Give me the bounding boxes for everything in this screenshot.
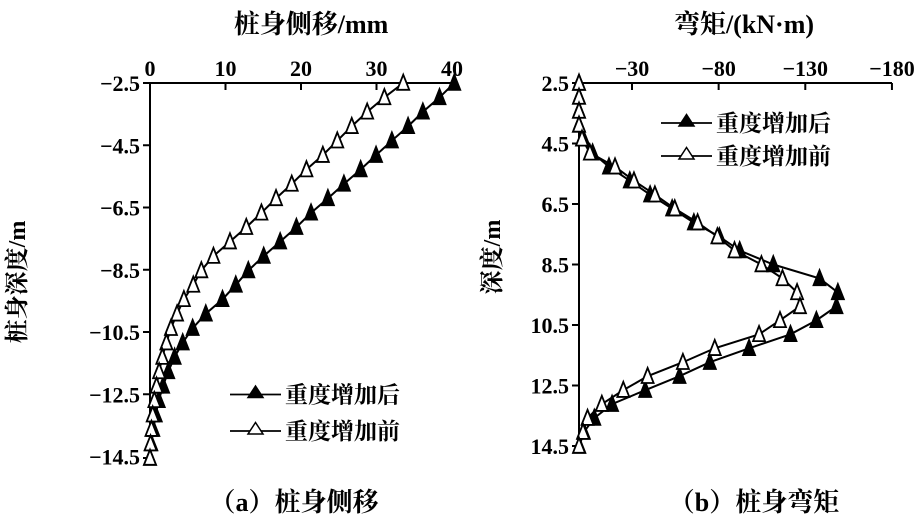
svg-text:重度增加前: 重度增加前: [716, 143, 831, 169]
svg-text:弯矩/(kN·m): 弯矩/(kN·m): [674, 9, 814, 39]
svg-text:−12.5: −12.5: [89, 382, 140, 407]
svg-text:14.5: 14.5: [531, 434, 570, 459]
svg-text:2.5: 2.5: [542, 71, 570, 96]
svg-text:−130: −130: [783, 56, 829, 81]
svg-text:−30: −30: [615, 56, 650, 81]
svg-text:6.5: 6.5: [542, 192, 570, 217]
svg-text:12.5: 12.5: [531, 374, 570, 399]
svg-text:重度增加前: 重度增加前: [285, 418, 400, 444]
svg-text:8.5: 8.5: [542, 253, 570, 278]
svg-text:深度/m: 深度/m: [478, 220, 506, 295]
svg-text:（b）桩身弯矩: （b）桩身弯矩: [669, 487, 839, 517]
svg-text:−10.5: −10.5: [89, 320, 140, 345]
svg-text:（a）桩身侧移: （a）桩身侧移: [209, 487, 378, 517]
svg-text:桩身深度/m: 桩身深度/m: [3, 221, 31, 344]
svg-text:重度增加后: 重度增加后: [716, 110, 831, 136]
svg-text:−180: −180: [869, 56, 915, 81]
svg-text:重度增加后: 重度增加后: [285, 382, 400, 408]
svg-text:−8.5: −8.5: [100, 258, 140, 283]
svg-text:20: 20: [290, 56, 312, 81]
svg-text:−6.5: −6.5: [100, 196, 140, 221]
svg-text:−4.5: −4.5: [100, 133, 140, 158]
svg-text:−2.5: −2.5: [100, 71, 140, 96]
svg-text:−14.5: −14.5: [89, 445, 140, 470]
svg-text:0: 0: [145, 56, 156, 81]
svg-text:−80: −80: [701, 56, 736, 81]
svg-text:4.5: 4.5: [542, 132, 570, 157]
svg-text:桩身侧移/mm: 桩身侧移/mm: [234, 9, 389, 39]
svg-text:10: 10: [215, 56, 237, 81]
svg-text:10.5: 10.5: [531, 313, 570, 338]
svg-text:40: 40: [441, 56, 463, 81]
svg-text:30: 30: [366, 56, 388, 81]
